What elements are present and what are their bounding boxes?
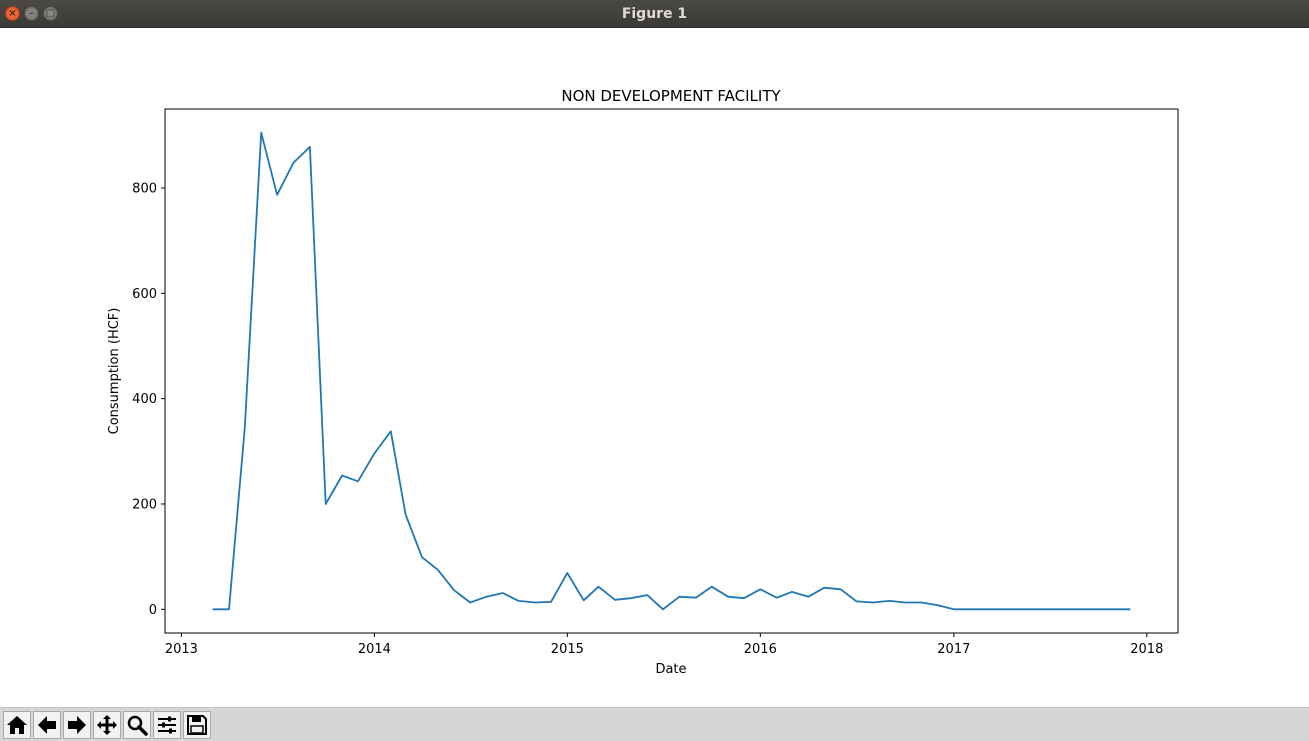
y-tick-label: 600 [132, 287, 157, 302]
navigation-toolbar [0, 707, 1309, 741]
save-button[interactable] [183, 710, 211, 739]
chart-title: NON DEVELOPMENT FACILITY [561, 87, 781, 105]
x-tick-label: 2013 [165, 642, 198, 657]
back-button[interactable] [33, 710, 61, 739]
close-icon: × [8, 7, 17, 19]
y-tick-label: 400 [132, 392, 157, 407]
series-line [212, 131, 1131, 611]
close-window-button[interactable]: × [5, 6, 20, 21]
figure-canvas[interactable]: NON DEVELOPMENT FACILITY 2013 2014 2015 201… [0, 28, 1309, 707]
x-axis: 2013 2014 2015 2016 2017 2018 [165, 633, 1163, 657]
window-title: Figure 1 [621, 5, 688, 22]
sliders-icon [158, 716, 176, 733]
home-button[interactable] [3, 710, 31, 739]
floppy-disk-icon [187, 714, 207, 735]
window-controls: × – □ [5, 6, 58, 21]
y-tick-label: 800 [132, 181, 157, 196]
move-icon [97, 714, 117, 735]
plot-area [164, 108, 1179, 634]
series-layer [212, 131, 1131, 611]
x-tick-label: 2015 [551, 642, 584, 657]
maximize-icon: □ [45, 7, 56, 19]
y-axis-label: Consumption (HCF) [107, 308, 122, 435]
y-tick-label: 200 [132, 497, 157, 512]
minimize-window-button[interactable]: – [24, 6, 39, 21]
window-titlebar: × – □ Figure 1 [0, 0, 1309, 28]
x-tick-label: 2017 [937, 642, 970, 657]
x-tick-label: 2018 [1130, 642, 1163, 657]
arrow-right-icon [68, 715, 86, 734]
maximize-window-button[interactable]: □ [43, 6, 58, 21]
pan-button[interactable] [93, 710, 121, 739]
line-chart: NON DEVELOPMENT FACILITY 2013 2014 2015 201… [107, 87, 1179, 677]
home-icon [7, 715, 27, 734]
zoom-button[interactable] [123, 710, 151, 739]
minimize-icon: – [29, 7, 34, 19]
x-axis-label: Date [655, 662, 686, 677]
magnifier-icon [127, 715, 148, 736]
arrow-left-icon [38, 715, 56, 734]
configure-subplots-button[interactable] [153, 710, 181, 739]
forward-button[interactable] [63, 710, 91, 739]
y-axis: 0 200 400 600 800 [132, 181, 165, 618]
x-tick-label: 2014 [358, 642, 391, 657]
y-tick-label: 0 [149, 603, 157, 618]
x-tick-label: 2016 [744, 642, 777, 657]
